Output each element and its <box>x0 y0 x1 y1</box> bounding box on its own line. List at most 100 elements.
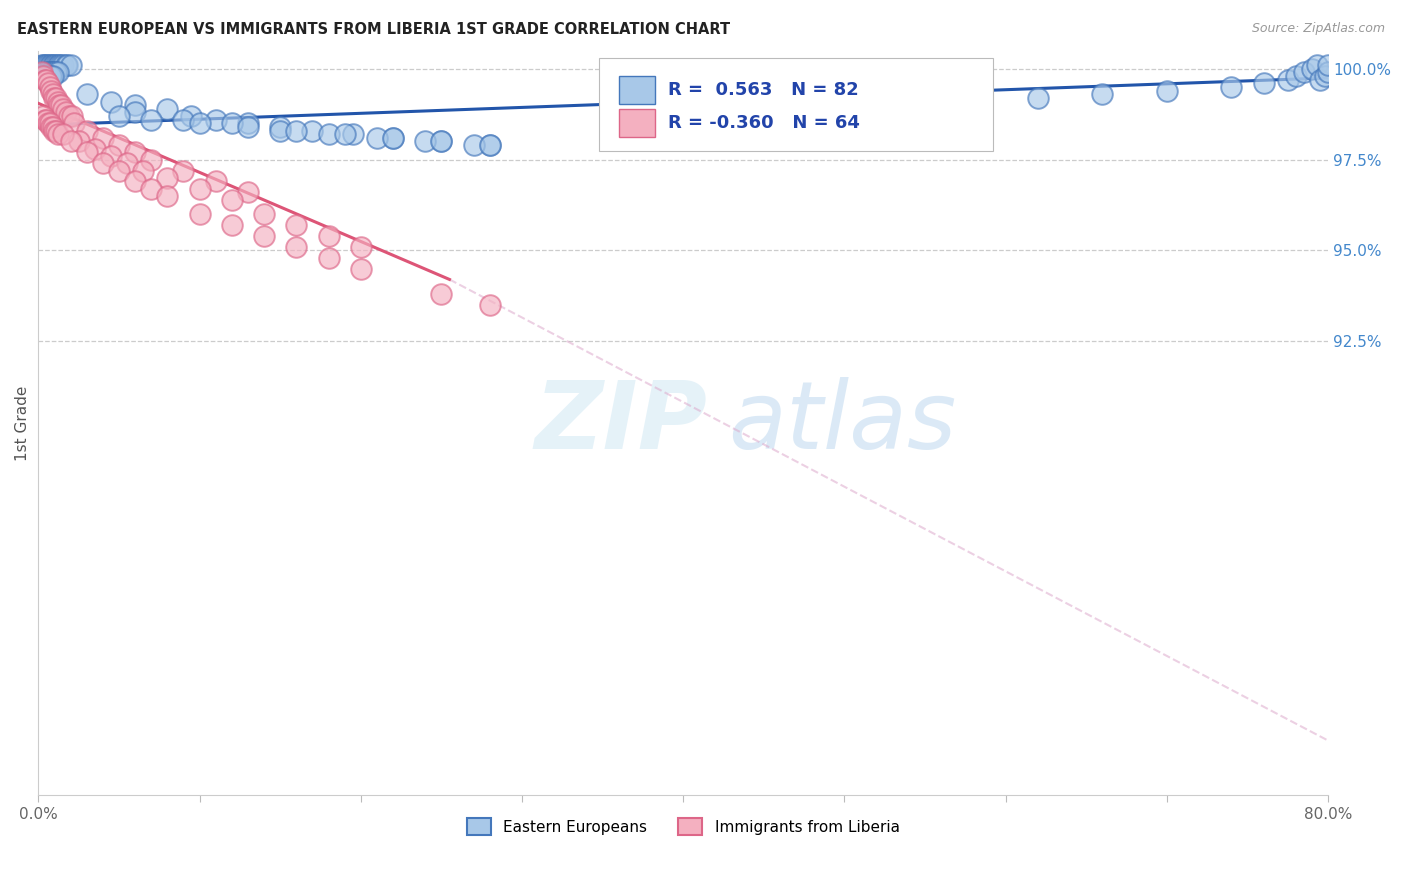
Point <box>38 65 60 79</box>
Point <box>221 116 243 130</box>
Text: atlas: atlas <box>728 377 956 468</box>
Point <box>83 142 105 156</box>
Point <box>236 186 259 200</box>
Point <box>59 58 82 72</box>
Point <box>35 65 58 79</box>
Point <box>45 123 67 137</box>
Point <box>366 131 388 145</box>
Point <box>285 218 308 232</box>
Point <box>333 127 356 141</box>
Point <box>67 135 90 149</box>
Point <box>1292 65 1315 79</box>
Point <box>204 174 226 188</box>
Point <box>1277 72 1299 87</box>
Point <box>44 123 66 137</box>
Point <box>38 58 60 72</box>
Point <box>108 109 131 123</box>
Point <box>172 112 194 127</box>
Point <box>39 69 62 83</box>
Point <box>108 163 131 178</box>
Point <box>100 95 122 109</box>
Point <box>962 95 984 109</box>
Point <box>49 98 72 112</box>
Point <box>172 163 194 178</box>
Point <box>269 123 291 137</box>
Point <box>49 58 72 72</box>
FancyBboxPatch shape <box>599 58 993 151</box>
Point <box>35 112 58 127</box>
Point <box>188 116 211 130</box>
FancyBboxPatch shape <box>619 76 655 104</box>
Point <box>430 135 453 149</box>
Point <box>204 112 226 127</box>
Point <box>897 98 920 112</box>
Point <box>46 58 69 72</box>
Point <box>1156 84 1178 98</box>
Point <box>253 207 276 221</box>
Point <box>76 145 98 160</box>
Point <box>1306 58 1329 72</box>
Point <box>37 116 59 130</box>
Point <box>1091 87 1114 102</box>
Point <box>463 138 485 153</box>
Point <box>39 65 62 79</box>
Point <box>42 87 65 102</box>
Point <box>478 138 501 153</box>
Point <box>35 69 58 83</box>
Point <box>141 153 163 167</box>
Point <box>45 58 67 72</box>
Point <box>382 131 405 145</box>
Point <box>37 69 59 83</box>
Point <box>31 58 53 72</box>
Point <box>1313 69 1336 83</box>
Point <box>1309 72 1331 87</box>
Point <box>39 58 62 72</box>
Point <box>38 116 60 130</box>
Text: R =  0.563   N = 82: R = 0.563 N = 82 <box>668 81 859 99</box>
Point <box>221 218 243 232</box>
Point <box>39 84 62 98</box>
Legend: Eastern Europeans, Immigrants from Liberia: Eastern Europeans, Immigrants from Liber… <box>461 812 905 841</box>
Point <box>141 182 163 196</box>
Y-axis label: 1st Grade: 1st Grade <box>15 385 30 460</box>
Point <box>38 69 60 83</box>
Point <box>34 58 56 72</box>
Point <box>834 102 856 116</box>
Point <box>640 112 662 127</box>
Point <box>318 228 340 243</box>
Point <box>31 65 53 79</box>
Point <box>1026 91 1049 105</box>
Point <box>35 58 58 72</box>
Point <box>39 120 62 134</box>
Point <box>55 105 77 120</box>
Point <box>44 65 66 79</box>
Point <box>318 127 340 141</box>
Text: R = -0.360   N = 64: R = -0.360 N = 64 <box>668 114 859 132</box>
Point <box>180 109 202 123</box>
Point <box>1301 62 1323 76</box>
Point <box>76 87 98 102</box>
Point <box>269 120 291 134</box>
Point <box>141 112 163 127</box>
Point <box>35 72 58 87</box>
Point <box>108 138 131 153</box>
Point <box>34 72 56 87</box>
Point <box>236 116 259 130</box>
Point <box>56 58 79 72</box>
Point <box>124 174 146 188</box>
Point <box>1220 80 1243 95</box>
Point <box>51 58 73 72</box>
Point <box>58 109 80 123</box>
Point <box>32 58 55 72</box>
Point <box>37 76 59 90</box>
Point <box>115 156 138 170</box>
Point <box>37 65 59 79</box>
Point <box>51 127 73 141</box>
Point <box>48 98 70 112</box>
Point <box>132 163 155 178</box>
Point <box>1317 58 1340 72</box>
Point <box>32 69 55 83</box>
Point <box>38 80 60 95</box>
Point <box>350 261 373 276</box>
Point <box>60 109 83 123</box>
